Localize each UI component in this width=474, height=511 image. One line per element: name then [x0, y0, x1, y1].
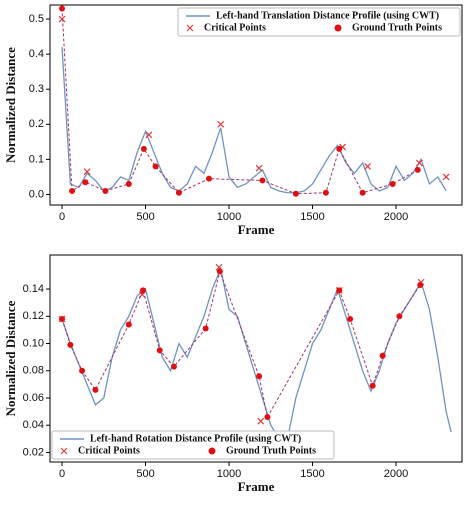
critical-point	[442, 173, 450, 181]
ground-truth-point	[59, 5, 66, 12]
x-tick-label: 500	[136, 211, 154, 223]
ground-truth-point	[259, 177, 266, 184]
ground-truth-point	[417, 281, 424, 288]
critical-point	[217, 120, 225, 128]
legend-x	[186, 24, 194, 32]
ground-truth-point	[359, 189, 366, 196]
y-tick-label: 0.1	[29, 153, 44, 165]
ground-truth-point	[140, 287, 147, 294]
x-axis-label: Frame	[238, 222, 275, 237]
legend-label: Left-hand Translation Distance Profile (…	[216, 10, 439, 21]
x-tick-label: 2000	[384, 211, 408, 223]
dashed-line	[61, 8, 418, 195]
x-tick-label: 0	[59, 211, 65, 223]
y-tick-label: 0.12	[23, 310, 44, 322]
plot-frame	[49, 4, 463, 206]
ground-truth-point	[216, 268, 223, 275]
critical-point	[257, 417, 265, 425]
ground-truth-point	[102, 187, 109, 194]
ground-truth-point	[156, 347, 163, 354]
x-tick-label: 1500	[300, 468, 324, 480]
ground-truth-point	[264, 414, 271, 421]
x-tick-label: 1000	[217, 468, 241, 480]
y-tick-label: 0.4	[29, 48, 44, 60]
ground-truth-point	[292, 190, 299, 197]
profile-line	[61, 47, 447, 194]
critical-point	[145, 131, 153, 139]
legend-label: Ground Truth Points	[352, 22, 442, 33]
critical-point	[415, 159, 423, 167]
y-tick-label: 0.2	[29, 118, 44, 130]
ground-truth-point	[336, 145, 343, 152]
ground-truth-point	[414, 166, 421, 173]
y-tick-label: 0.02	[23, 446, 44, 458]
ground-truth-point	[59, 316, 66, 323]
legend-label: Critical Points	[204, 22, 266, 33]
x-tick-label: 0	[59, 468, 65, 480]
y-tick-label: 0.3	[29, 83, 44, 95]
y-tick-label: 0.5	[29, 13, 44, 25]
legend-box	[51, 430, 335, 460]
ground-truth-point	[69, 187, 76, 194]
ground-truth-point	[379, 352, 386, 359]
x-axis-label: Frame	[238, 479, 275, 494]
ground-truth-point	[170, 363, 177, 370]
legend-label: Ground Truth Points	[226, 445, 316, 456]
legend-dot	[208, 447, 216, 455]
ground-truth-point	[67, 341, 74, 348]
ground-truth-point	[347, 316, 354, 323]
critical-point	[364, 162, 372, 170]
critical-point	[58, 15, 66, 23]
y-tick-label: 0.08	[23, 365, 44, 377]
ground-truth-point	[369, 382, 376, 389]
legend-dot	[334, 24, 342, 32]
ground-truth-point	[140, 145, 147, 152]
ground-truth-point	[396, 313, 403, 320]
y-tick-label: 0.04	[23, 419, 44, 431]
ground-truth-point	[152, 163, 159, 170]
ground-truth-point	[205, 175, 212, 182]
dashed-line	[61, 269, 421, 419]
x-tick-label: 2000	[384, 468, 408, 480]
x-tick-label: 1500	[300, 211, 324, 223]
ground-truth-point	[82, 179, 89, 186]
x-tick-label: 500	[136, 468, 154, 480]
y-tick-label: 0.14	[23, 283, 44, 295]
y-axis-label: Normalized Distance	[3, 300, 18, 416]
profile-line	[61, 266, 452, 440]
critical-point	[255, 164, 263, 172]
ground-truth-point	[322, 189, 329, 196]
y-tick-label: 0.0	[29, 188, 44, 200]
y-tick-label: 0.06	[23, 392, 44, 404]
critical-point	[83, 168, 91, 176]
y-axis-label: Normalized Distance	[3, 47, 18, 163]
legend-label: Left-hand Rotation Distance Profile (usi…	[90, 433, 301, 444]
legend-label: Critical Points	[78, 445, 140, 456]
ground-truth-point	[202, 325, 209, 332]
ground-truth-point	[125, 180, 132, 187]
x-tick-label: 1000	[217, 211, 241, 223]
plot-frame	[49, 254, 463, 463]
ground-truth-point	[79, 367, 86, 374]
legend-x	[60, 447, 68, 455]
ground-truth-point	[175, 189, 182, 196]
ground-truth-point	[389, 180, 396, 187]
y-tick-label: 0.10	[23, 337, 44, 349]
ground-truth-point	[92, 386, 99, 393]
ground-truth-point	[125, 321, 132, 328]
ground-truth-point	[256, 373, 263, 380]
legend-box	[177, 7, 461, 37]
ground-truth-point	[336, 287, 343, 294]
